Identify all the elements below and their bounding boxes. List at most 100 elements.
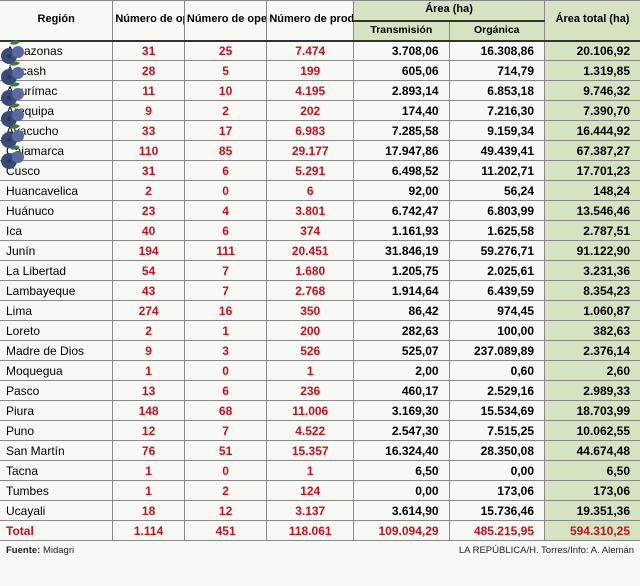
cell-prod: 6 [267,181,354,201]
cell-region: Tumbes [0,481,113,501]
cell-org: 0,00 [449,461,544,481]
cell-prod: 200 [267,321,354,341]
table-row: Apurímac11104.1952.893,146.853,189.746,3… [0,81,640,101]
cell-op: 1 [113,481,185,501]
cell-op: 28 [113,61,185,81]
cell-op: 148 [113,401,185,421]
cell-op: 274 [113,301,185,321]
cell-org: 173,06 [449,481,544,501]
cell-region: Lima [0,301,113,321]
cell-trans: 3.169,30 [354,401,449,421]
cell-trans: 2,00 [354,361,449,381]
table-row: Lambayeque4372.7681.914,646.439,598.354,… [0,281,640,301]
cell-trans: 31.846,19 [354,241,449,261]
cell-op: 9 [113,101,185,121]
cell-org: 0,60 [449,361,544,381]
cell-grp: 6 [184,221,266,241]
cell-tot: 19.351,36 [545,501,640,521]
cell-tot: 9.746,32 [545,81,640,101]
cell-prod: 3.801 [267,201,354,221]
cell-op: 12 [113,421,185,441]
cell-grp: 6 [184,381,266,401]
cell-org: 485.215,95 [449,521,544,541]
cell-org: 15.736,46 [449,501,544,521]
table-row: Madre de Dios93526525,07237.089,892.376,… [0,341,640,361]
cell-tot: 13.546,46 [545,201,640,221]
source-label: Fuente: [6,545,40,556]
cell-prod: 1 [267,461,354,481]
cell-op: 18 [113,501,185,521]
cell-tot: 67.387,27 [545,141,640,161]
col-organica: Orgánica [449,21,544,41]
cell-grp: 4 [184,201,266,221]
cell-trans: 605,06 [354,61,449,81]
cell-trans: 2.893,14 [354,81,449,101]
cell-op: 31 [113,161,185,181]
cell-trans: 6,50 [354,461,449,481]
cell-grp: 16 [184,301,266,321]
cell-op: 9 [113,341,185,361]
table-row: Junín19411120.45131.846,1959.276,7191.12… [0,241,640,261]
cell-op: 23 [113,201,185,221]
cell-op: 13 [113,381,185,401]
cell-op: 43 [113,281,185,301]
cell-org: 28.350,08 [449,441,544,461]
table-row: San Martín765115.35716.324,4028.350,0844… [0,441,640,461]
cell-tot: 3.231,36 [545,261,640,281]
cell-grp: 51 [184,441,266,461]
cell-trans: 460,17 [354,381,449,401]
cell-trans: 92,00 [354,181,449,201]
cell-grp: 1 [184,321,266,341]
cell-tot: 7.390,70 [545,101,640,121]
cell-tot: 2.989,33 [545,381,640,401]
cell-tot: 148,24 [545,181,640,201]
cell-org: 1.625,58 [449,221,544,241]
cell-org: 6.803,99 [449,201,544,221]
cell-grp: 2 [184,481,266,501]
cell-trans: 282,63 [354,321,449,341]
cell-op: 1 [113,361,185,381]
cell-trans: 109.094,29 [354,521,449,541]
cell-grp: 25 [184,41,266,61]
cell-prod: 4.522 [267,421,354,441]
col-productores: Número de productores [267,1,354,41]
cell-region: Tacna [0,461,113,481]
cell-prod: 20.451 [267,241,354,261]
cell-prod: 1 [267,361,354,381]
table-row: Cajamarca1108529.17717.947,8649.439,4167… [0,141,640,161]
cell-op: 11 [113,81,185,101]
table-row: Huánuco2343.8016.742,476.803,9913.546,46 [0,201,640,221]
cell-op: 2 [113,181,185,201]
cell-region: Piura [0,401,113,421]
cell-tot: 20.106,92 [545,41,640,61]
cell-region: Puno [0,421,113,441]
table-head: Región Número de opera- dores Número de … [0,1,640,41]
cell-region: Ica [0,221,113,241]
cell-tot: 594.310,25 [545,521,640,541]
cell-trans: 6.742,47 [354,201,449,221]
cell-op: 40 [113,221,185,241]
table-row: Puno1274.5222.547,307.515,2510.062,55 [0,421,640,441]
table-footer: Fuente: Midagri LA REPÚBLICA/H. Torres/I… [0,541,640,562]
cell-org: 6.853,18 [449,81,544,101]
cell-tot: 17.701,23 [545,161,640,181]
cell-prod: 11.006 [267,401,354,421]
table-row: Ica4063741.161,931.625,582.787,51 [0,221,640,241]
cell-region: Madre de Dios [0,341,113,361]
cell-tot: 8.354,23 [545,281,640,301]
cell-op: 54 [113,261,185,281]
cell-region: San Martín [0,441,113,461]
col-transmision: Transmisión [354,21,449,41]
cell-tot: 44.674,48 [545,441,640,461]
cell-trans: 17.947,86 [354,141,449,161]
cell-prod: 236 [267,381,354,401]
cell-region: La Libertad [0,261,113,281]
cell-prod: 3.137 [267,501,354,521]
cell-prod: 202 [267,101,354,121]
table-row: Áncash285199605,06714,791.319,85 [0,61,640,81]
table-row: Pasco136236460,172.529,162.989,33 [0,381,640,401]
table-row: Moquegua1012,000,602,60 [0,361,640,381]
table-row: Loreto21200282,63100,00382,63 [0,321,640,341]
cell-trans: 525,07 [354,341,449,361]
col-area-total: Área total (ha) [545,1,640,41]
